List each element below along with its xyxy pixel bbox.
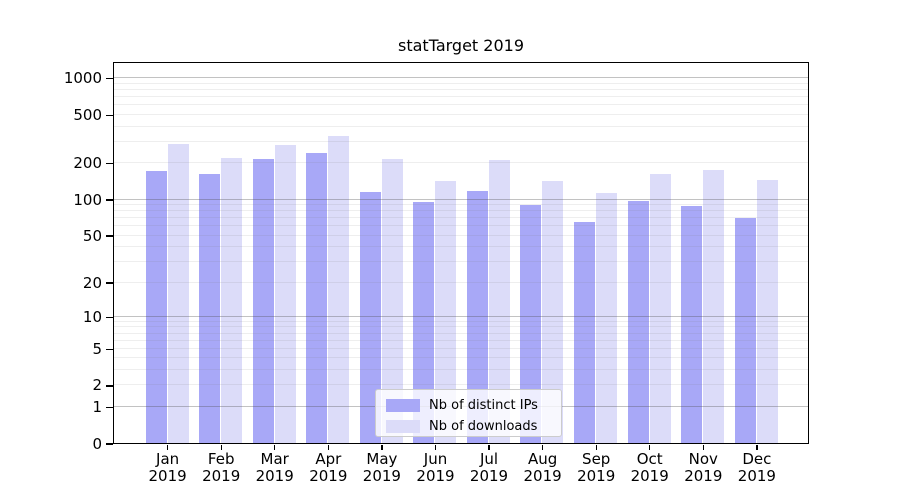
x-tick-label: May 2019: [362, 450, 401, 485]
bar-distinct-ips-nov: [681, 205, 703, 443]
gridline-minor: [114, 162, 808, 164]
x-tick: [434, 444, 437, 450]
y-tick-label: 10: [82, 307, 102, 326]
y-tick-label: 0: [92, 434, 102, 453]
bar-distinct-ips-sep: [574, 221, 596, 443]
gridline-minor: [114, 96, 808, 98]
bar-downloads-jan: [167, 144, 189, 443]
bar-distinct-ips-aug: [520, 204, 542, 443]
y-tick: [106, 443, 113, 445]
y-tick-label: 20: [82, 273, 102, 292]
y-tick-label: 1: [92, 397, 102, 416]
gridline-minor: [114, 89, 808, 90]
x-tick-label: Sep 2019: [577, 450, 616, 485]
bar-downloads-nov: [703, 169, 725, 443]
y-tick: [106, 199, 113, 201]
x-tick: [166, 444, 169, 450]
bar-distinct-ips-feb: [199, 174, 221, 443]
y-tick-label: 1000: [63, 69, 102, 88]
bar-distinct-ips-jul: [466, 190, 488, 443]
y-tick: [106, 348, 113, 350]
gridline-minor: [114, 140, 808, 142]
x-tick: [274, 444, 276, 450]
bar-distinct-ips-jun: [413, 201, 435, 443]
y-tick: [106, 162, 113, 165]
y-tick-label: 5: [92, 339, 102, 358]
x-tick: [595, 444, 597, 450]
plot-area: [113, 62, 809, 444]
x-tick: [702, 444, 704, 450]
gridline-minor: [114, 125, 808, 127]
y-tick-label: 100: [73, 190, 102, 209]
bar-downloads-feb: [221, 157, 243, 443]
legend-label-distinct-ips: Nb of distinct IPs: [429, 398, 538, 413]
bar-downloads-may: [381, 158, 403, 443]
y-tick: [106, 114, 113, 116]
bar-distinct-ips-jan: [145, 171, 167, 443]
x-tick: [327, 444, 329, 450]
bar-downloads-jun: [435, 181, 457, 443]
x-tick: [220, 444, 222, 450]
gridline-minor: [114, 113, 808, 115]
x-tick-label: Oct 2019: [630, 450, 669, 485]
bar-distinct-ips-oct: [627, 201, 649, 443]
bar-downloads-dec: [756, 180, 778, 443]
x-tick-label: Jun 2019: [416, 450, 455, 485]
y-tick: [106, 235, 113, 237]
bar-downloads-apr: [328, 136, 350, 443]
bar-downloads-mar: [274, 144, 296, 443]
legend-item-distinct-ips: Nb of distinct IPs: [386, 397, 551, 414]
bar-distinct-ips-apr: [306, 153, 328, 443]
bar-distinct-ips-dec: [734, 217, 756, 443]
y-tick-label: 50: [82, 226, 102, 245]
chart-title: statTarget 2019: [398, 36, 524, 55]
x-tick-label: Aug 2019: [523, 450, 562, 485]
x-tick: [381, 444, 383, 450]
bar-downloads-jul: [488, 160, 510, 443]
x-tick-label: Mar 2019: [255, 450, 294, 485]
y-tick-label: 200: [73, 154, 102, 173]
x-tick-label: Feb 2019: [202, 450, 241, 485]
x-tick-label: Dec 2019: [737, 450, 776, 485]
bar-downloads-oct: [649, 174, 671, 443]
y-tick-label: 2: [92, 376, 102, 395]
legend: Nb of distinct IPs Nb of downloads: [375, 389, 562, 437]
bar-downloads-aug: [542, 181, 564, 443]
x-tick-label: Jul 2019: [469, 450, 509, 485]
y-tick: [106, 385, 113, 387]
bar-distinct-ips-mar: [252, 158, 274, 443]
legend-swatch-downloads-icon: [386, 420, 420, 433]
x-tick-label: Nov 2019: [684, 450, 723, 485]
x-tick: [488, 444, 490, 450]
legend-swatch-distinct-ips-icon: [386, 399, 420, 412]
y-tick: [106, 316, 113, 318]
y-tick-label: 500: [73, 105, 102, 124]
y-tick: [106, 406, 113, 409]
x-tick-label: Apr 2019: [309, 450, 348, 485]
x-tick: [649, 444, 651, 450]
x-tick: [756, 444, 758, 450]
legend-label-downloads: Nb of downloads: [429, 419, 538, 434]
legend-item-downloads: Nb of downloads: [386, 418, 551, 435]
x-tick-label: Jan 2019: [148, 450, 187, 485]
bar-distinct-ips-may: [359, 191, 381, 443]
gridline-minor: [114, 82, 808, 84]
y-tick: [106, 282, 113, 284]
y-tick: [106, 78, 113, 80]
gridline-minor: [114, 104, 808, 106]
bar-downloads-sep: [596, 193, 618, 443]
gridline-major: [114, 77, 808, 79]
x-tick: [541, 444, 544, 450]
